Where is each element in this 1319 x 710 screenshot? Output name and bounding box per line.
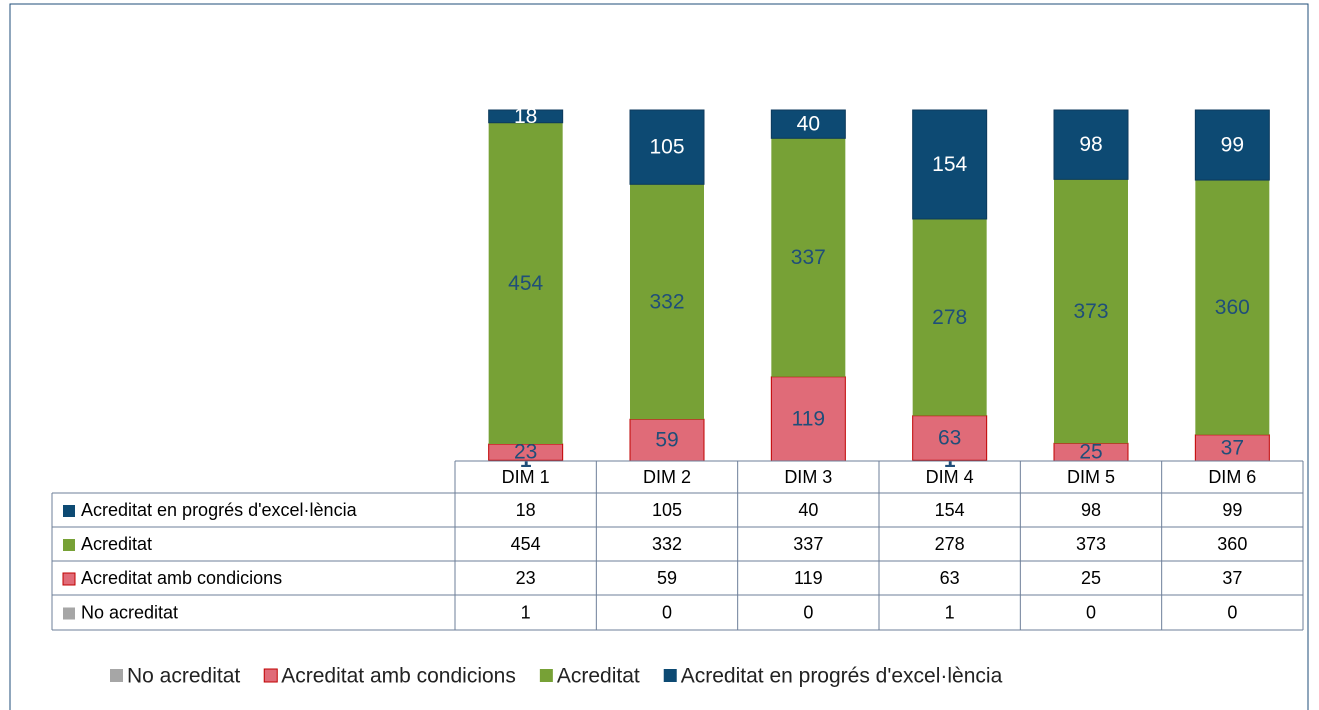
table-value: 98 xyxy=(1081,500,1101,520)
legend-key xyxy=(63,505,75,517)
table-value: 360 xyxy=(1217,534,1247,554)
bar-segment xyxy=(1053,109,1129,180)
category-label: DIM 5 xyxy=(1067,467,1115,487)
category-label: DIM 3 xyxy=(784,467,832,487)
table-value: 25 xyxy=(1081,568,1101,588)
data-label: 337 xyxy=(791,246,826,269)
table-value: 99 xyxy=(1222,500,1242,520)
bar-segment xyxy=(1194,109,1270,181)
data-label: 454 xyxy=(508,272,543,295)
table-value: 278 xyxy=(935,534,965,554)
data-label: 105 xyxy=(649,136,684,159)
data-label: 63 xyxy=(938,427,961,450)
bar-segment xyxy=(912,109,988,220)
category-label: DIM 6 xyxy=(1208,467,1256,487)
bar-segment xyxy=(488,443,564,461)
table-value: 59 xyxy=(657,568,677,588)
table-value: 1 xyxy=(521,602,531,622)
table-value: 18 xyxy=(516,500,536,520)
bar-segment xyxy=(630,184,704,420)
bar-segment xyxy=(912,415,988,461)
data-label: 360 xyxy=(1215,296,1250,319)
table-value: 105 xyxy=(652,500,682,520)
legend-key xyxy=(110,669,123,682)
data-label: 98 xyxy=(1079,133,1102,156)
data-label: 278 xyxy=(932,306,967,329)
bar-segment xyxy=(912,218,987,416)
table-value: 454 xyxy=(511,534,541,554)
row-label: Acreditat en progrés d'excel·lència xyxy=(81,500,358,520)
table-value: 119 xyxy=(794,568,823,588)
bar-segment xyxy=(770,109,846,139)
category-label: DIM 1 xyxy=(502,467,550,487)
legend-label: Acreditat en progrés d'excel·lència xyxy=(681,665,1003,688)
table-value: 37 xyxy=(1222,568,1242,588)
data-label: 373 xyxy=(1073,300,1108,323)
data-label: 40 xyxy=(797,113,820,136)
table-value: 40 xyxy=(798,500,818,520)
legend-key xyxy=(263,668,278,683)
data-label: 25 xyxy=(1079,441,1102,464)
category-label: DIM 4 xyxy=(926,467,974,487)
data-label: 332 xyxy=(649,290,684,313)
legend-key xyxy=(663,669,677,682)
table-value: 0 xyxy=(1227,602,1237,622)
legend-label: Acreditat xyxy=(557,665,640,688)
bar-segment xyxy=(1195,180,1270,435)
table-value: 332 xyxy=(652,534,682,554)
table-value: 337 xyxy=(793,534,823,554)
row-label: Acreditat xyxy=(81,534,152,554)
row-label: Acreditat amb condicions xyxy=(81,568,282,588)
table-value: 23 xyxy=(516,568,536,588)
bar-segment xyxy=(629,418,705,462)
legend-key xyxy=(539,669,553,682)
data-label: 119 xyxy=(792,407,825,430)
data-label: 18 xyxy=(514,105,537,128)
table-value: 0 xyxy=(662,602,672,622)
legend-label: Acreditat amb condicions xyxy=(281,665,516,688)
table-value: 0 xyxy=(803,602,813,622)
bar-segment xyxy=(488,122,563,445)
bar-segment xyxy=(629,109,705,185)
data-label: 59 xyxy=(655,429,678,452)
legend-key xyxy=(63,607,75,620)
bar-segment xyxy=(771,138,846,377)
data-label: 23 xyxy=(514,441,537,464)
data-label: 37 xyxy=(1221,436,1244,459)
table-value: 63 xyxy=(940,568,960,588)
category-label: DIM 2 xyxy=(643,467,691,487)
chart-frame xyxy=(9,3,1309,710)
data-label: 154 xyxy=(932,153,967,176)
table-value: 373 xyxy=(1076,534,1106,554)
table-value: 1 xyxy=(945,602,955,622)
legend-key xyxy=(62,572,76,586)
legend-label: No acreditat xyxy=(127,665,240,688)
data-label: 99 xyxy=(1221,134,1244,157)
table-value: 0 xyxy=(1086,602,1096,622)
legend-key xyxy=(63,539,75,551)
bar-segment xyxy=(488,109,564,124)
table-value: 154 xyxy=(935,500,965,520)
row-label: No acreditat xyxy=(81,602,178,622)
bar-segment xyxy=(770,376,846,462)
bar-segment xyxy=(1054,179,1128,444)
